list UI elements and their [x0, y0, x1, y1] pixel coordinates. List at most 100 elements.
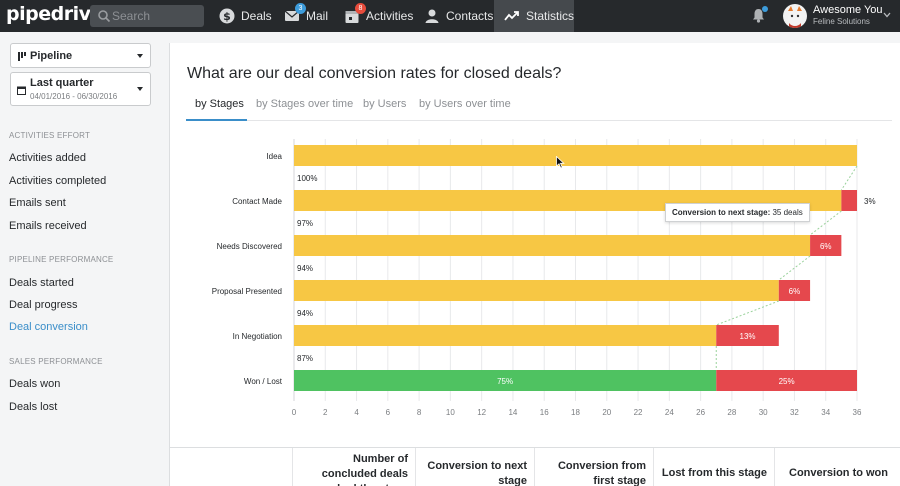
- x-tick-label: 10: [446, 408, 455, 417]
- data-label-converted: 87%: [297, 354, 313, 363]
- data-label-lost: 25%: [779, 377, 795, 386]
- sidebar-item-emails-sent[interactable]: Emails sent: [9, 197, 66, 209]
- category-label: Contact Made: [232, 197, 282, 206]
- category-label: Won / Lost: [244, 377, 283, 386]
- bar-converted: [294, 325, 717, 346]
- data-label-lost: 6%: [789, 287, 801, 296]
- column-separator: [415, 448, 416, 486]
- nav-deals-label: Deals: [241, 9, 272, 23]
- section-heading-activities: ACTIVITIES EFFORT: [9, 131, 91, 140]
- chart-tooltip: Conversion to next stage: 35 deals: [665, 203, 810, 222]
- sidebar-item-activities-completed[interactable]: Activities completed: [9, 175, 107, 187]
- x-tick-label: 32: [790, 408, 799, 417]
- x-tick-label: 30: [759, 408, 768, 417]
- x-tick-label: 28: [727, 408, 736, 417]
- x-tick-label: 14: [508, 408, 517, 417]
- sidebar-item-deal-progress[interactable]: Deal progress: [9, 299, 78, 311]
- user-name[interactable]: Awesome You: [813, 4, 883, 16]
- category-label: Proposal Presented: [212, 287, 282, 296]
- notification-dot: [762, 6, 768, 12]
- x-tick-label: 26: [696, 408, 705, 417]
- search-input[interactable]: Search: [90, 5, 204, 27]
- sidebar-item-activities-added[interactable]: Activities added: [9, 152, 87, 164]
- activities-badge: 8: [355, 3, 366, 14]
- page-title: What are our deal conversion rates for c…: [187, 65, 562, 82]
- mail-icon-wrap: 3: [284, 3, 306, 24]
- pipeline-dropdown[interactable]: Pipeline: [10, 43, 151, 68]
- nav-contacts-label: Contacts: [446, 9, 494, 23]
- pipeline-icon: [18, 52, 26, 61]
- tab-by-users[interactable]: by Users: [363, 98, 407, 110]
- period-dropdown[interactable]: Last quarter 04/01/2016 - 06/30/2016: [10, 72, 151, 106]
- pipedrive-logo[interactable]: pipedrive: [6, 3, 103, 25]
- x-tick-label: 12: [477, 408, 486, 417]
- sidebar-item-deals-lost[interactable]: Deals lost: [9, 401, 58, 413]
- bell-icon[interactable]: [751, 8, 766, 23]
- nav-activities[interactable]: 8 Activities: [334, 0, 414, 32]
- avatar[interactable]: [783, 4, 807, 28]
- calendar-icon-wrap: 8: [344, 3, 366, 24]
- nav-statistics[interactable]: Statistics: [494, 0, 574, 32]
- caret-down-icon: [137, 87, 143, 91]
- tabs-divider: [186, 120, 892, 121]
- x-tick-label: 6: [386, 408, 391, 417]
- tab-by-stages[interactable]: by Stages: [195, 98, 244, 110]
- column-separator: [292, 448, 293, 486]
- x-tick-label: 22: [634, 408, 643, 417]
- category-label: Idea: [266, 152, 282, 161]
- search-placeholder: Search: [112, 9, 151, 23]
- sidebar-item-deals-started[interactable]: Deals started: [9, 277, 74, 289]
- nav-mail[interactable]: 3 Mail: [274, 0, 334, 32]
- x-tick-label: 0: [292, 408, 297, 417]
- active-tab-indicator: [186, 119, 247, 121]
- data-label-lost: 13%: [740, 332, 756, 341]
- tooltip-label: Conversion to next stage:: [672, 208, 771, 217]
- data-label-lost: 3%: [864, 197, 876, 206]
- sidebar-item-emails-received[interactable]: Emails received: [9, 220, 87, 232]
- category-label: Needs Discovered: [217, 242, 282, 251]
- period-range: 04/01/2016 - 06/30/2016: [30, 92, 118, 101]
- mouse-cursor-icon: [556, 156, 565, 169]
- header-lost-from-stage[interactable]: Lost from this stage: [661, 467, 767, 479]
- header-concluded-deals[interactable]: Number of concluded deals reached the st…: [314, 453, 408, 486]
- data-label-converted: 94%: [297, 264, 313, 273]
- header-conversion-first[interactable]: Conversion from first stage: [557, 460, 646, 486]
- chevron-down-icon[interactable]: [883, 12, 891, 18]
- sidebar-item-deal-conversion[interactable]: Deal conversion: [9, 321, 88, 333]
- tab-by-stages-over-time[interactable]: by Stages over time: [256, 98, 354, 110]
- bar-lost: [810, 235, 842, 256]
- tab-by-users-over-time[interactable]: by Users over time: [419, 98, 511, 110]
- user-company: Feline Solutions: [813, 17, 870, 26]
- dollar-icon: $: [219, 8, 235, 24]
- data-label-converted: 97%: [297, 219, 313, 228]
- nav-contacts[interactable]: Contacts: [414, 0, 494, 32]
- x-tick-label: 8: [417, 408, 422, 417]
- nav-statistics-label: Statistics: [525, 9, 574, 23]
- nav-mail-label: Mail: [306, 9, 329, 23]
- section-heading-pipeline: PIPELINE PERFORMANCE: [9, 255, 114, 264]
- x-tick-label: 2: [323, 408, 328, 417]
- bar-converted: [294, 370, 717, 391]
- header-conversion-next[interactable]: Conversion to next stage: [427, 460, 527, 486]
- trend-icon: [504, 11, 519, 21]
- funnel-connector: [778, 255, 811, 281]
- caret-down-icon: [137, 54, 143, 58]
- x-tick-label: 16: [540, 408, 549, 417]
- bar-lost: [778, 280, 811, 301]
- bar-lost: [716, 370, 857, 391]
- bar-converted: [294, 145, 857, 166]
- column-separator: [534, 448, 535, 486]
- mail-badge: 3: [295, 3, 306, 14]
- data-label-converted: 94%: [297, 309, 313, 318]
- conversion-chart: 0 2 4 6 8 10 12 14 16 18 20 22 24 26 28 30 32 34 36Idea100…: [212, 139, 876, 417]
- calendar-icon: [345, 11, 359, 23]
- bar-lost: [716, 325, 779, 346]
- funnel-connector: [809, 210, 842, 236]
- sidebar-item-deals-won[interactable]: Deals won: [9, 378, 61, 390]
- calendar-small-icon: [17, 86, 26, 95]
- bar-converted: [294, 280, 779, 301]
- data-label-lost: 6%: [820, 242, 832, 251]
- nav-deals[interactable]: $ Deals: [210, 0, 274, 32]
- header-conversion-to-won[interactable]: Conversion to won: [789, 467, 888, 479]
- funnel-connector: [716, 300, 779, 326]
